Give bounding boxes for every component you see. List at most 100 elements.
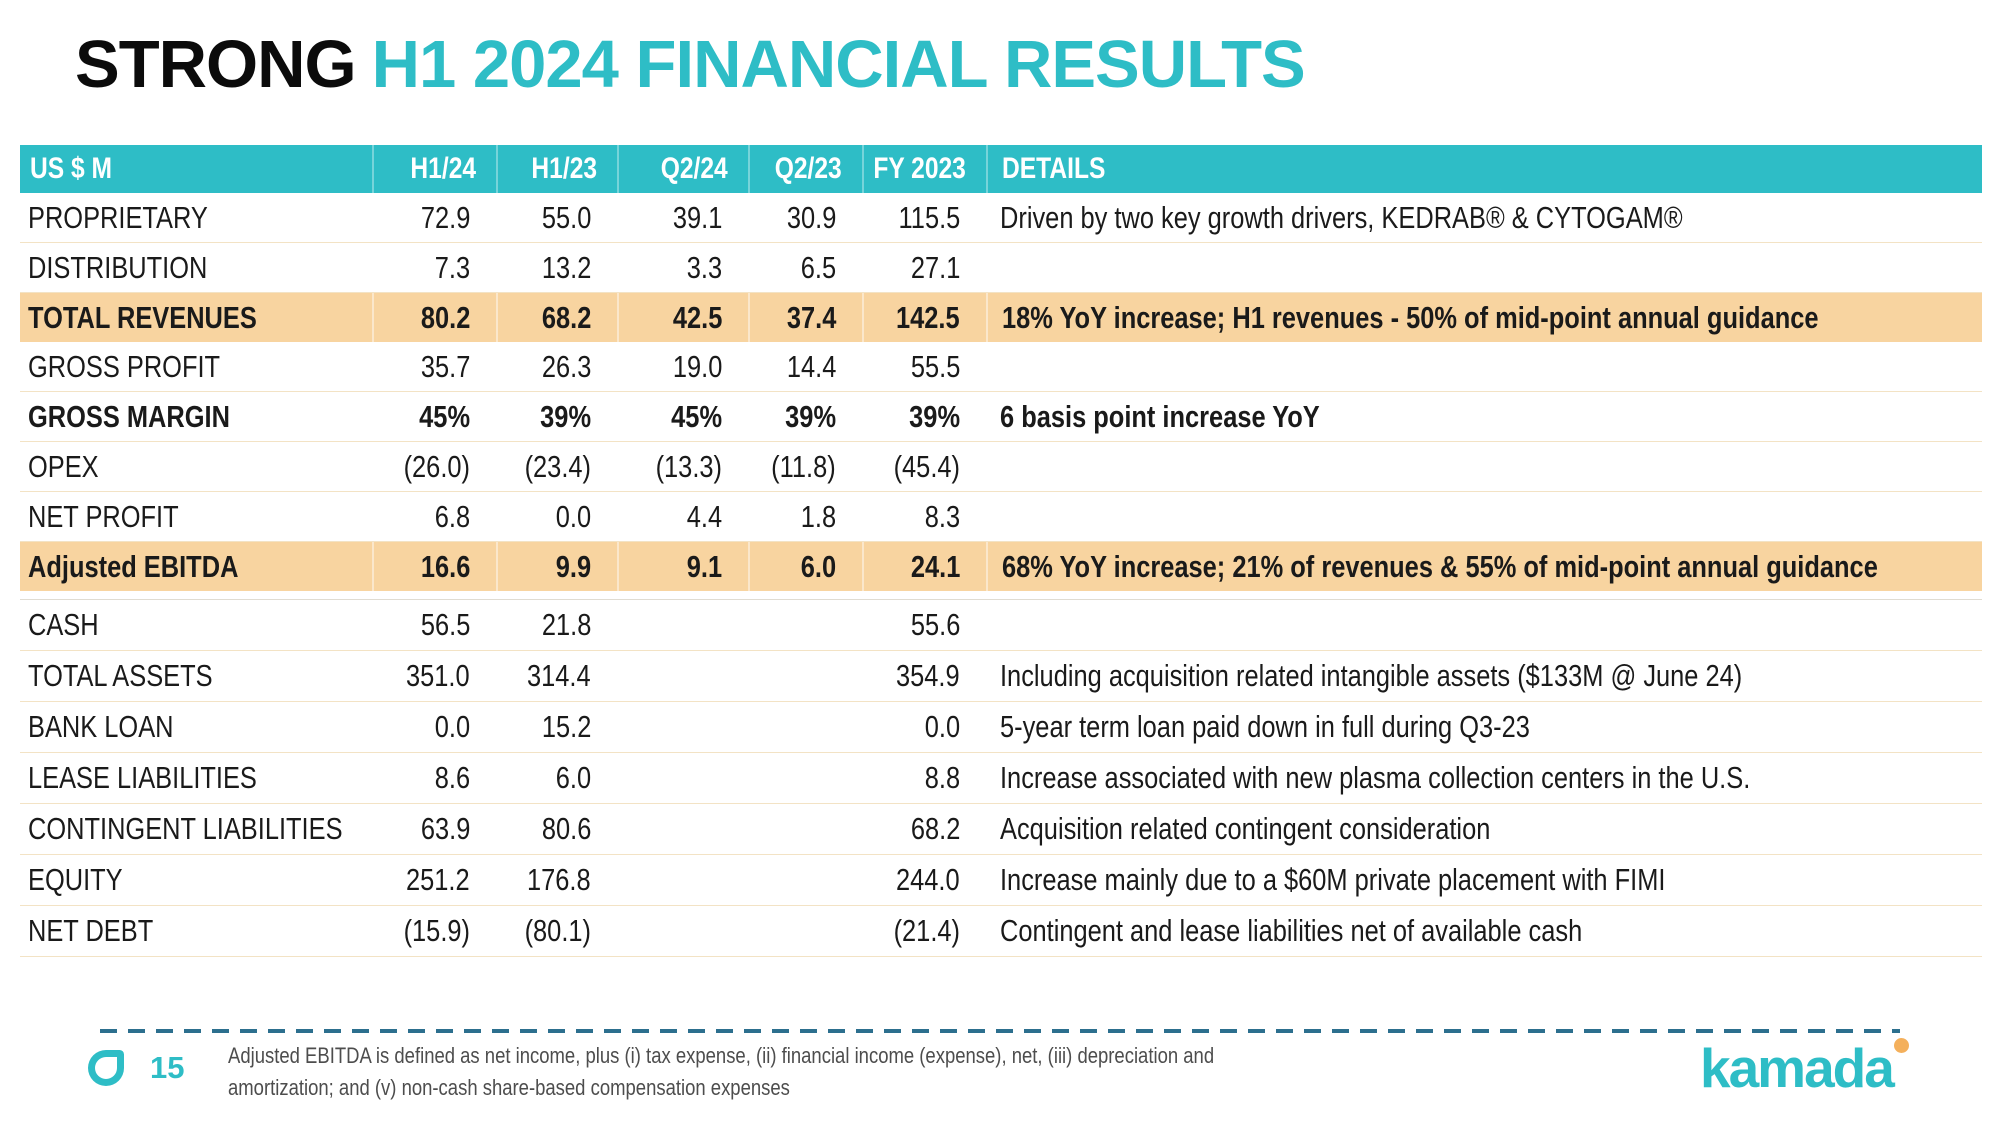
cell-q2-24: 19.0 [672,348,722,384]
cell-fy-2023: 8.3 [924,498,960,534]
cell-q2-23: 1.8 [800,498,836,534]
cell-h1-23: 68.2 [496,293,617,342]
cell-h1-24: 72.9 [420,199,470,235]
cell-h1-23: 13.2 [541,249,591,285]
row-label: DISTRIBUTION [28,249,208,285]
row-label: CASH [28,607,99,642]
cell-q2-23 [748,906,862,956]
table-row: DISTRIBUTION 7.3 13.2 3.3 6.5 27.1 [20,243,1982,293]
row-details [986,442,1982,491]
row-details [986,342,1982,391]
footer-dashed-divider [100,1029,1900,1033]
cell-h1-23: 15.2 [541,709,591,744]
table-row: PROPRIETARY 72.9 55.0 39.1 30.9 115.5 Driven b… [20,193,1982,243]
cell-fy-2023: 142.5 [862,293,986,342]
table-row: NET PROFIT 6.8 0.0 4.4 1.8 8.3 [20,492,1982,542]
row-label: GROSS PROFIT [28,348,221,384]
footnote: Adjusted EBITDA is defined as net income… [228,1040,1402,1104]
cell-q2-23: (11.8) [771,448,836,484]
cell-h1-24: (26.0) [403,448,470,484]
page-marker: 15 [88,1050,184,1086]
column-header-q2-23: Q2/23 [748,145,862,193]
row-details: 6 basis point increase YoY [1000,398,1320,434]
table-row: GROSS MARGIN 45% 39% 45% 39% 39% 6 basis point… [20,392,1982,442]
cell-fy-2023: 55.5 [910,348,960,384]
row-label: TOTAL ASSETS [28,658,213,693]
table-row: EQUITY 251.2 176.8 244.0 Increase mainly due… [20,855,1982,906]
column-header-details: DETAILS [986,145,1982,193]
row-details: Contingent and lease liabilities net of … [1000,913,1583,948]
row-details: Increase mainly due to a $60M private pl… [1000,862,1666,897]
cell-h1-24: 251.2 [406,862,470,897]
cell-fy-2023: (21.4) [893,913,960,948]
cell-q2-24 [617,702,748,752]
cell-h1-23: 176.8 [527,862,591,897]
row-label: GROSS MARGIN [28,398,230,434]
cell-h1-23: 314.4 [527,658,591,693]
cell-q2-24 [617,855,748,905]
table-row: NET DEBT (15.9) (80.1) (21.4) Contingent and… [20,906,1982,957]
table-row: OPEX (26.0) (23.4) (13.3) (11.8) (45.4) [20,442,1982,492]
cell-q2-24 [617,651,748,701]
cell-fy-2023: 115.5 [898,199,960,235]
row-details [986,243,1982,292]
row-label: NET PROFIT [28,498,179,534]
cell-h1-24: 63.9 [420,811,470,846]
cell-fy-2023: 55.6 [910,607,960,642]
row-details: Increase associated with new plasma coll… [1000,760,1751,795]
cell-h1-23: 6.0 [555,760,591,795]
cell-fy-2023: 68.2 [910,811,960,846]
cell-h1-24: 8.6 [434,760,470,795]
row-details: 18% YoY increase; H1 revenues - 50% of m… [986,293,1982,342]
cell-q2-24: 39.1 [672,199,722,235]
cell-h1-24: 6.8 [434,498,470,534]
cell-fy-2023: 354.9 [896,658,960,693]
kamada-logo-text: kamada [1700,1037,1895,1099]
table-body: PROPRIETARY 72.9 55.0 39.1 30.9 115.5 Driven b… [20,193,1982,957]
cell-q2-23 [748,651,862,701]
table-row: TOTAL ASSETS 351.0 314.4 354.9 Including acq… [20,651,1982,702]
cell-h1-24: 45% [419,398,470,434]
cell-fy-2023: 244.0 [896,862,960,897]
cell-h1-24: 0.0 [434,709,470,744]
cell-q2-23 [748,804,862,854]
column-header-h1-24: H1/24 [372,145,496,193]
cell-h1-24: 351.0 [406,658,470,693]
cell-fy-2023: 24.1 [862,542,986,591]
cell-fy-2023: 0.0 [924,709,960,744]
row-details [986,492,1982,541]
kamada-logo: kamada [1700,1036,1909,1100]
table-row: Adjusted EBITDA 16.6 9.9 9.1 6.0 24.1 68% YoY … [20,542,1982,591]
cell-h1-23: 39% [540,398,591,434]
cell-q2-24: 45% [671,398,722,434]
cell-h1-24: 56.5 [420,607,470,642]
footnote-line-1: Adjusted EBITDA is defined as net income… [228,1043,1215,1068]
column-header-h1-23: H1/23 [496,145,617,193]
cell-q2-24: 3.3 [686,249,722,285]
cell-fy-2023: (45.4) [893,448,960,484]
cell-h1-23: 0.0 [555,498,591,534]
table-row: CASH 56.5 21.8 55.6 [20,600,1982,651]
cell-fy-2023: 39% [909,398,960,434]
row-label: Adjusted EBITDA [28,548,239,584]
footnote-line-2: amortization; and (v) non-cash share-bas… [228,1074,790,1100]
cell-h1-23: 55.0 [541,199,591,235]
section-divider [20,591,1982,600]
droplet-icon [88,1050,124,1086]
title-strong: STRONG [75,27,357,102]
cell-h1-24: 80.2 [372,293,496,342]
row-label: NET DEBT [28,913,154,948]
cell-h1-24: 35.7 [420,348,470,384]
cell-q2-23 [748,855,862,905]
row-details: Driven by two key growth drivers, KEDRAB… [1000,199,1683,235]
cell-q2-24 [617,753,748,803]
row-label: BANK LOAN [28,709,174,744]
cell-q2-24 [617,804,748,854]
table-row: TOTAL REVENUES 80.2 68.2 42.5 37.4 142.5 18% Y… [20,293,1982,342]
cell-h1-23: 9.9 [496,542,617,591]
table-row: CONTINGENT LIABILITIES 63.9 80.6 68.2 Acquis… [20,804,1982,855]
row-label: EQUITY [28,862,123,897]
page-title: STRONG H1 2024 FINANCIAL RESULTS [75,26,1306,103]
row-details: Including acquisition related intangible… [1000,658,1743,693]
